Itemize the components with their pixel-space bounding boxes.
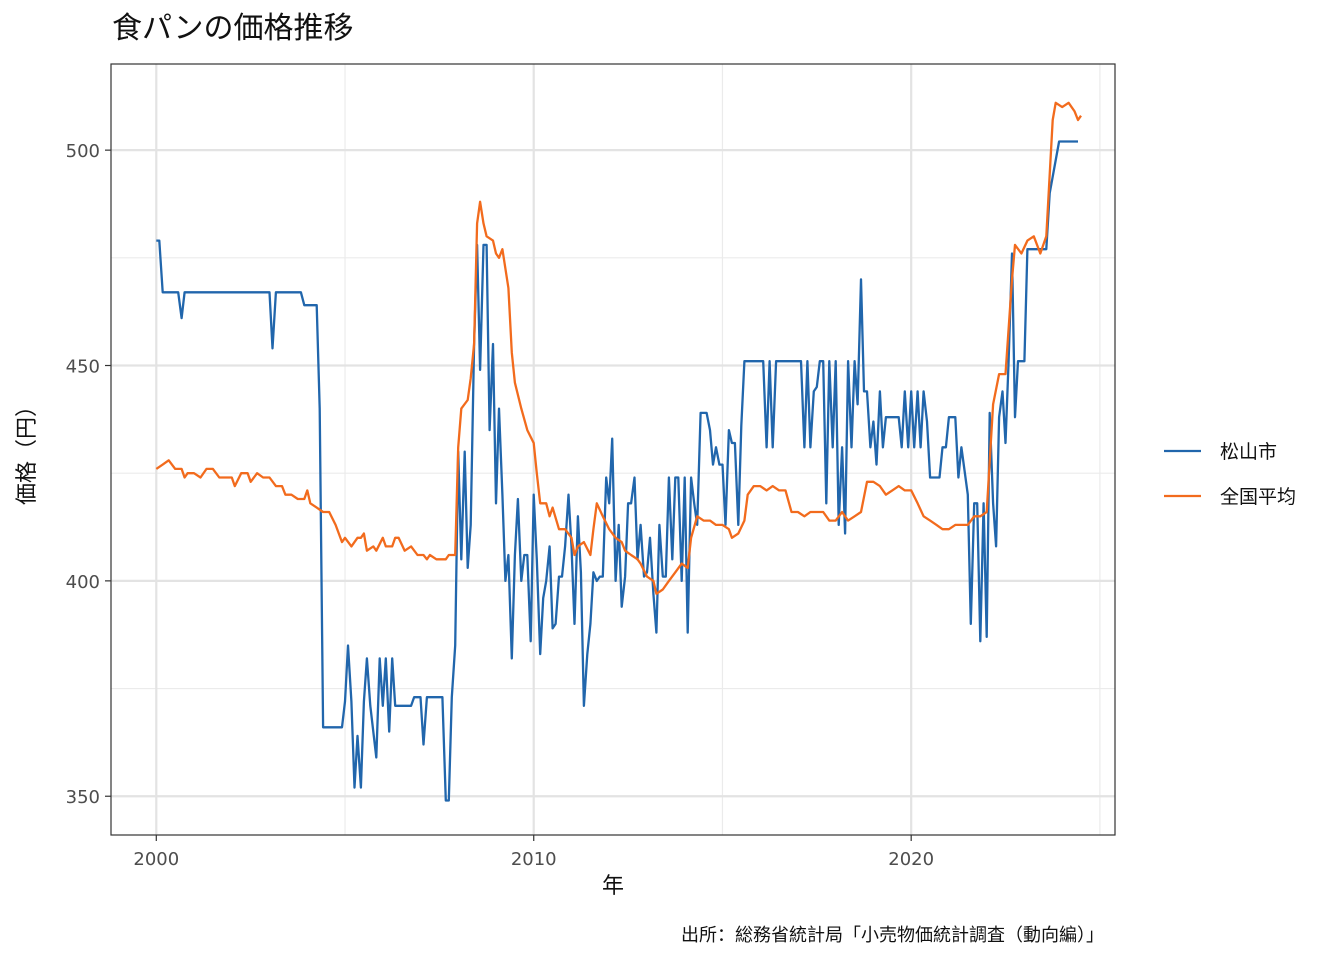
x-axis: 2000 2010 2020 bbox=[133, 835, 934, 870]
series-line-2 bbox=[155, 101, 1082, 595]
y-tick-label: 400 bbox=[66, 572, 100, 593]
y-axis: 350 400 450 500 bbox=[66, 141, 111, 808]
x-tick-label: 2000 bbox=[133, 849, 179, 870]
y-tick-label: 500 bbox=[66, 141, 100, 162]
y-tick-label: 350 bbox=[66, 787, 100, 808]
caption: 出所：総務省統計局「小売物価統計調査（動向編）」 bbox=[681, 925, 1104, 946]
chart-title: 食パンの価格推移 bbox=[112, 11, 354, 46]
plot-border bbox=[110, 63, 1116, 836]
legend-label-2: 全国平均 bbox=[1220, 486, 1296, 508]
x-tick-label: 2020 bbox=[888, 849, 934, 870]
plot-panel bbox=[110, 63, 1116, 836]
x-axis-title: 年 bbox=[602, 874, 624, 899]
grid-major bbox=[111, 64, 1115, 835]
series-line-1 bbox=[156, 140, 1078, 802]
grid-minor bbox=[111, 64, 1115, 835]
series-lines bbox=[155, 101, 1082, 802]
y-axis-title: 価格（円） bbox=[15, 395, 40, 505]
y-tick-label: 450 bbox=[66, 357, 100, 378]
legend-label-1: 松山市 bbox=[1220, 441, 1277, 463]
x-tick-label: 2010 bbox=[511, 849, 557, 870]
